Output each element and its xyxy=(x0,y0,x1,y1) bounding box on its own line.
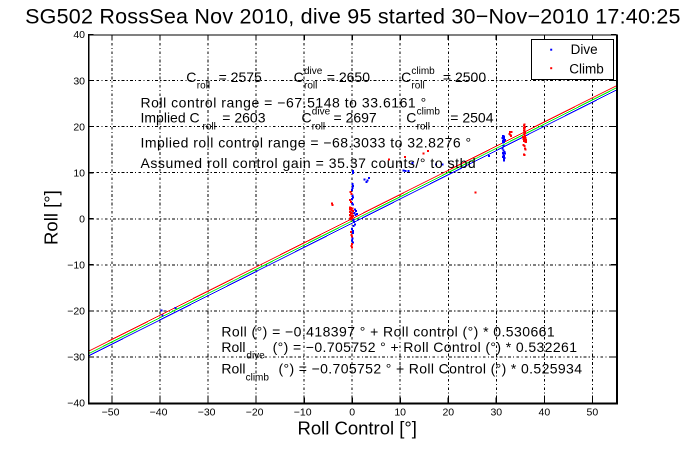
svg-text:= 2500: = 2500 xyxy=(443,69,486,85)
svg-text:Roll (°) = −0.418397 ° + Roll: Roll (°) = −0.418397 ° + Roll control (°… xyxy=(221,324,555,340)
svg-text:Roll: Roll xyxy=(221,361,245,377)
svg-text:−20: −20 xyxy=(67,306,85,318)
svg-text:−20: −20 xyxy=(246,406,264,418)
svg-text:(°) = −0.705752 ° + Roll Contr: (°) = −0.705752 ° + Roll Control (°) * 0… xyxy=(279,361,583,377)
svg-text:= 2697: = 2697 xyxy=(334,110,377,126)
svg-text:Climb: Climb xyxy=(569,62,604,77)
svg-text:0: 0 xyxy=(79,213,85,225)
svg-text:climb: climb xyxy=(246,373,270,384)
svg-text:dive: dive xyxy=(246,351,265,362)
svg-text:40: 40 xyxy=(73,29,85,41)
svg-text:Roll: Roll xyxy=(221,339,245,355)
svg-text:20: 20 xyxy=(73,121,85,133)
svg-text:C: C xyxy=(401,69,411,85)
svg-text:20: 20 xyxy=(442,406,454,418)
svg-text:dive: dive xyxy=(312,107,331,118)
svg-text:−30: −30 xyxy=(198,406,216,418)
svg-text:C: C xyxy=(406,110,416,126)
svg-text:roll: roll xyxy=(312,121,325,132)
svg-text:50: 50 xyxy=(587,406,599,418)
svg-text:roll: roll xyxy=(417,121,430,132)
svg-text:Dive: Dive xyxy=(571,42,598,57)
svg-text:= 2650: = 2650 xyxy=(327,69,370,85)
svg-text:−50: −50 xyxy=(102,406,120,418)
svg-text:30: 30 xyxy=(73,75,85,87)
svg-text:C: C xyxy=(186,69,196,85)
svg-text:Roll Control [°]: Roll Control [°] xyxy=(297,418,416,439)
svg-text:roll: roll xyxy=(304,81,317,92)
svg-text:roll: roll xyxy=(197,81,210,92)
svg-text:40: 40 xyxy=(539,406,551,418)
svg-text:C: C xyxy=(294,69,304,85)
svg-text:−10: −10 xyxy=(294,406,312,418)
svg-text:0: 0 xyxy=(349,406,355,418)
svg-text:10: 10 xyxy=(394,406,406,418)
svg-text:roll: roll xyxy=(411,81,424,92)
svg-text:dive: dive xyxy=(304,66,323,77)
svg-text:(°) = −0.705752 ° + Roll Contr: (°) = −0.705752 ° + Roll Control (°) * 0… xyxy=(273,339,578,355)
svg-text:Roll [°]: Roll [°] xyxy=(41,190,62,245)
svg-text:Implied C: Implied C xyxy=(141,110,200,126)
svg-text:climb: climb xyxy=(417,107,441,118)
svg-text:Roll control range = −67.5148: Roll control range = −67.5148 to 33.6161… xyxy=(141,95,427,111)
svg-text:= 2575: = 2575 xyxy=(219,69,262,85)
svg-text:−10: −10 xyxy=(67,260,85,272)
svg-text:10: 10 xyxy=(73,167,85,179)
svg-text:roll: roll xyxy=(203,121,216,132)
svg-text:Implied roll control range = −: Implied roll control range = −68.3033 to… xyxy=(141,135,472,151)
svg-text:−30: −30 xyxy=(67,352,85,364)
svg-text:= 2603: = 2603 xyxy=(222,110,265,126)
svg-text:30: 30 xyxy=(490,406,502,418)
svg-text:SG502 RossSea Nov 2010, dive 9: SG502 RossSea Nov 2010, dive 95 started … xyxy=(25,5,681,29)
svg-text:−40: −40 xyxy=(150,406,168,418)
svg-text:C: C xyxy=(302,110,312,126)
svg-text:= 2504: = 2504 xyxy=(450,110,493,126)
svg-text:climb: climb xyxy=(411,66,435,77)
svg-text:Assumed roll control gain = 35: Assumed roll control gain = 35.37 counts… xyxy=(141,155,477,171)
svg-text:−40: −40 xyxy=(67,398,85,410)
